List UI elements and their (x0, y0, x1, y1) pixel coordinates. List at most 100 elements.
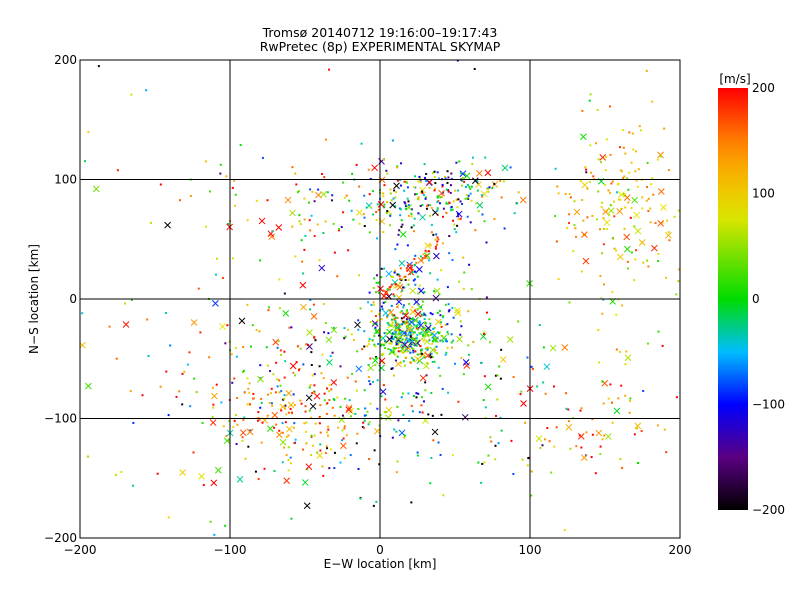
data-point (573, 200, 576, 203)
data-point-x (246, 428, 254, 436)
data-point-x (579, 133, 587, 141)
data-point (410, 226, 413, 229)
data-point-x (377, 201, 385, 208)
data-point (287, 434, 290, 437)
data-point (447, 303, 450, 306)
data-point-x (419, 213, 426, 221)
data-point (246, 219, 249, 222)
data-point-x (424, 326, 431, 334)
data-point (450, 172, 453, 175)
data-point (422, 340, 425, 343)
data-point (673, 215, 676, 218)
data-point (480, 361, 483, 364)
colorbar-gradient (718, 88, 748, 510)
data-point (393, 318, 396, 321)
data-point (287, 411, 290, 414)
data-point (278, 429, 281, 432)
data-point (368, 458, 371, 461)
data-point (282, 398, 285, 401)
data-point (445, 351, 448, 354)
data-point (594, 472, 597, 475)
data-point (241, 370, 244, 373)
data-point (268, 306, 271, 309)
data-point (317, 188, 320, 191)
data-point (382, 384, 385, 387)
data-point (208, 356, 211, 359)
data-point (251, 324, 254, 327)
data-point (580, 407, 583, 410)
data-point (195, 391, 198, 394)
data-point (312, 303, 315, 306)
data-point-x (423, 338, 431, 345)
data-point (289, 456, 292, 459)
data-point (381, 354, 384, 357)
data-point (611, 290, 614, 293)
data-point (409, 339, 412, 342)
data-point (213, 533, 216, 536)
data-point (351, 372, 354, 375)
data-point (607, 189, 610, 192)
data-point-x (164, 221, 171, 229)
data-point (541, 444, 544, 447)
data-point (252, 392, 255, 395)
data-point (497, 442, 500, 445)
data-point (242, 369, 245, 372)
data-point (434, 187, 437, 190)
data-point (396, 243, 399, 246)
data-point (585, 168, 588, 171)
data-point (244, 391, 247, 394)
data-point (460, 184, 463, 187)
data-point (444, 303, 447, 306)
data-point (406, 339, 409, 342)
data-point (332, 326, 335, 329)
data-point (396, 322, 399, 325)
data-point (260, 441, 263, 444)
data-point (455, 231, 458, 234)
data-point-x (424, 242, 432, 249)
x-tick-labels: −200 −100 0 100 200 (64, 543, 692, 557)
data-point (363, 194, 366, 197)
data-point (399, 278, 402, 281)
data-point-x (287, 401, 295, 409)
data-point (204, 225, 207, 228)
data-point (475, 202, 478, 205)
data-point (424, 249, 427, 252)
data-point (411, 306, 414, 309)
data-point (225, 175, 228, 178)
data-point (496, 398, 499, 401)
data-point (328, 399, 331, 402)
data-point (397, 332, 400, 335)
y-tick-label: 200 (54, 53, 77, 67)
data-point (591, 433, 594, 436)
data-point (420, 306, 423, 309)
data-point (602, 243, 605, 246)
data-point (407, 392, 410, 395)
data-point (410, 212, 413, 215)
data-point (394, 283, 397, 286)
data-point (409, 273, 412, 276)
data-point (350, 209, 353, 212)
data-point (287, 459, 290, 462)
data-point (399, 267, 402, 270)
data-point (441, 183, 444, 186)
data-point (616, 183, 619, 186)
data-point (275, 423, 278, 426)
data-point (406, 350, 409, 353)
data-point (285, 413, 288, 416)
data-point (603, 227, 606, 230)
data-point (246, 403, 249, 406)
data-point (459, 217, 462, 220)
data-point (369, 177, 372, 180)
data-point (663, 127, 666, 130)
data-point (603, 283, 606, 286)
data-point (413, 263, 416, 266)
data-point-x (396, 283, 404, 291)
data-point (299, 223, 302, 226)
data-point (419, 205, 422, 208)
data-point (420, 328, 423, 331)
data-point (496, 374, 499, 377)
data-point (438, 202, 441, 205)
data-point (425, 331, 428, 334)
data-point (456, 212, 459, 215)
data-point (630, 206, 633, 209)
